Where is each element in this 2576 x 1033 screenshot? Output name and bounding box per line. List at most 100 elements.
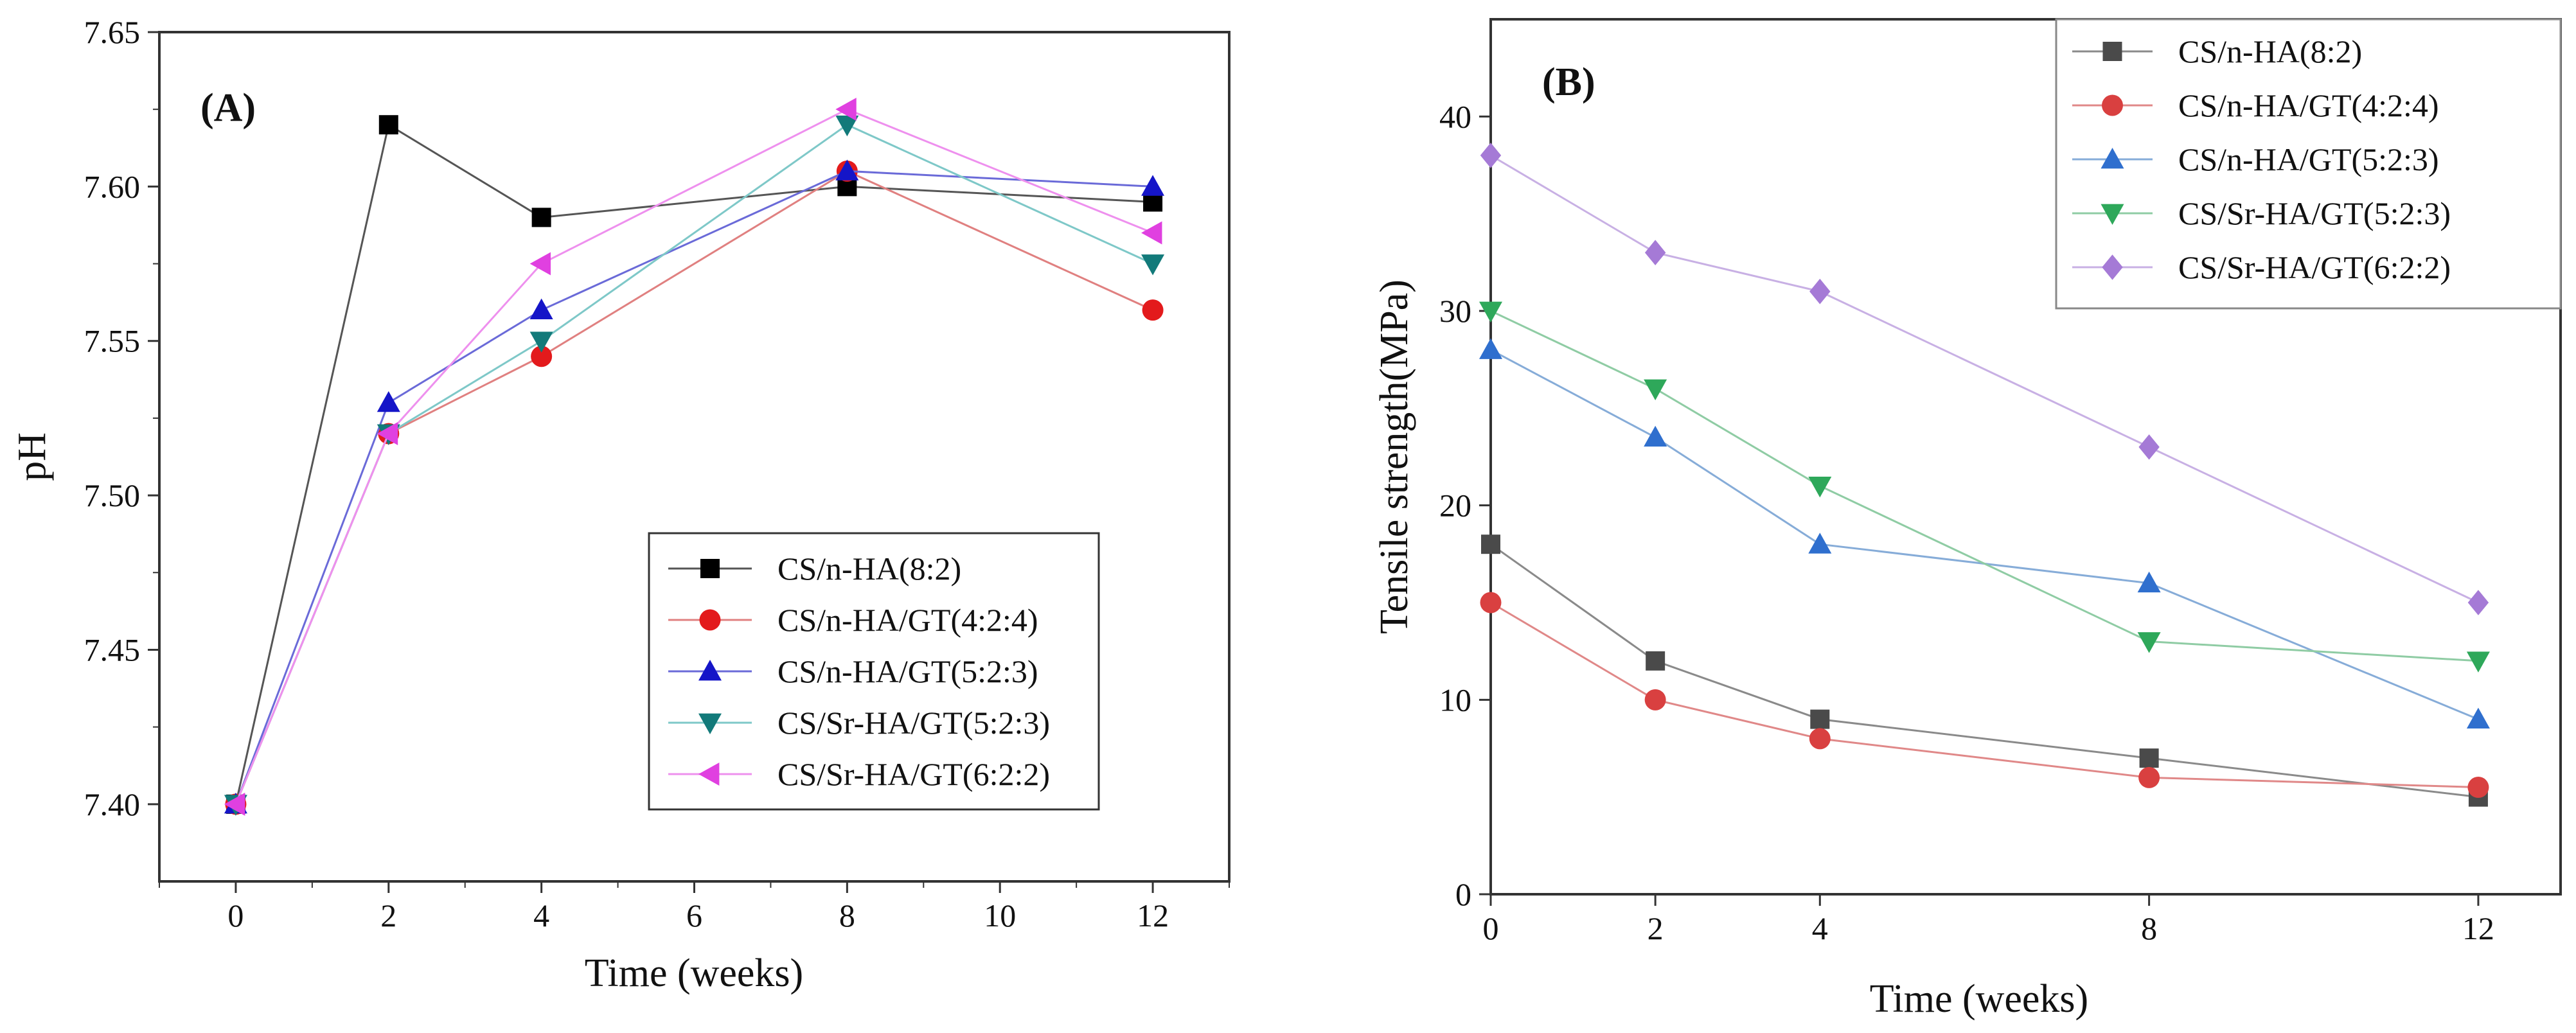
panel-b-label: (B)	[1542, 60, 1595, 104]
series-3	[224, 159, 1165, 814]
panel-a-legend: CS/n-HA(8:2) CS/n-HA/GT(4:2:4) CS/n-HA/GT(…	[648, 532, 1100, 811]
data-point	[529, 331, 553, 353]
panel-a-y-ticks: 7.40 7.45 7.50 7.55 7.60 7.65	[84, 14, 159, 822]
x-tick-label: 2	[380, 897, 396, 933]
data-point	[377, 391, 400, 412]
x-tick-label: 4	[1812, 910, 1828, 946]
data-point	[2467, 777, 2489, 799]
legend-entry: CS/Sr-HA/GT(6:2:2)	[668, 756, 1050, 792]
series-3	[1479, 338, 2490, 728]
legend-marker	[698, 660, 722, 681]
data-point	[1480, 592, 1502, 614]
legend-marker	[2102, 254, 2123, 280]
legend-marker	[2102, 42, 2122, 61]
legend-marker	[2102, 94, 2123, 116]
data-point	[2466, 707, 2490, 728]
legend-label: CS/Sr-HA/GT(5:2:3)	[2178, 195, 2451, 231]
x-tick-label: 8	[839, 897, 855, 933]
panel-a-x-ticks: 0 2 4 6 8 10 12	[159, 881, 1230, 933]
legend-label: CS/Sr-HA/GT(6:2:2)	[777, 756, 1050, 792]
legend-marker	[699, 609, 721, 631]
y-tick-label: 40	[1439, 98, 1471, 134]
panel-b-x-ticks: 0 2 4 8 12	[1483, 894, 2494, 946]
panel-b-chart: (B) Time (weeks) Tensile strength(MPa) 0…	[1372, 18, 2562, 1021]
data-point	[1481, 534, 1500, 554]
data-point	[531, 207, 551, 227]
x-tick-label: 12	[2462, 910, 2494, 946]
legend-entry: CS/Sr-HA/GT(5:2:3)	[2072, 195, 2451, 231]
series-4	[1479, 301, 2490, 673]
legend-entry: CS/n-HA/GT(4:2:4)	[2072, 87, 2439, 123]
legend-entry: CS/Sr-HA/GT(6:2:2)	[2072, 249, 2451, 285]
data-point	[835, 98, 857, 121]
data-point	[1141, 175, 1165, 196]
panel-b-plot-frame	[1489, 18, 2562, 896]
data-point	[835, 115, 859, 137]
y-tick-label: 7.45	[84, 631, 141, 667]
y-tick-label: 7.55	[84, 323, 141, 359]
legend-marker	[698, 713, 722, 734]
legend-entry: CS/Sr-HA/GT(5:2:3)	[668, 705, 1050, 741]
legend-entry: CS/n-HA/GT(4:2:4)	[668, 602, 1038, 638]
series-5	[1480, 143, 2489, 615]
panel-b-series	[1479, 143, 2490, 807]
x-tick-label: 0	[1483, 910, 1499, 946]
legend-entry: CS/n-HA(8:2)	[2072, 33, 2362, 69]
data-point	[1480, 143, 1502, 168]
y-tick-label: 20	[1439, 488, 1471, 524]
data-point	[529, 298, 553, 320]
legend-marker	[698, 763, 720, 786]
data-point	[1808, 477, 1832, 498]
panel-b-legend-box	[2055, 18, 2562, 310]
data-point	[835, 159, 859, 181]
data-point	[1810, 709, 1830, 729]
data-point	[1646, 651, 1666, 671]
panel-a-chart: (A) Time (weeks) pH 0 2 4 6 8 10 12 7.407.457.…	[10, 14, 1230, 995]
legend-entry: CS/n-HA/GT(5:2:3)	[2072, 141, 2439, 177]
data-point	[1141, 221, 1162, 245]
legend-entry: CS/n-HA/GT(5:2:3)	[668, 653, 1038, 689]
x-tick-label: 2	[1648, 910, 1664, 946]
panel-a-label: (A)	[200, 86, 256, 130]
data-point	[224, 792, 245, 816]
data-point	[1644, 689, 1666, 711]
data-point	[2138, 434, 2160, 460]
x-tick-label: 6	[686, 897, 702, 933]
data-point	[1479, 338, 1502, 359]
y-tick-label: 0	[1455, 876, 1471, 912]
data-point	[1809, 728, 1831, 750]
legend-label: CS/n-HA(8:2)	[777, 551, 961, 587]
x-tick-label: 0	[227, 897, 244, 933]
y-tick-label: 7.40	[84, 786, 141, 822]
series-2	[1480, 592, 2489, 799]
panel-a-x-axis-title: Time (weeks)	[585, 951, 803, 995]
data-point	[1141, 254, 1165, 276]
legend-label: CS/n-HA/GT(4:2:4)	[777, 602, 1038, 638]
series-1	[1481, 534, 2488, 807]
data-point	[529, 252, 551, 276]
data-point	[2467, 590, 2489, 615]
data-point	[1479, 301, 1502, 322]
data-point	[378, 115, 398, 135]
legend-label: CS/n-HA(8:2)	[2178, 33, 2362, 69]
series-5	[224, 98, 1162, 816]
data-point	[1809, 278, 1831, 305]
legend-marker	[2101, 204, 2124, 225]
data-point	[1644, 379, 1667, 401]
legend-label: CS/n-HA/GT(4:2:4)	[2178, 87, 2439, 123]
data-point	[2137, 571, 2161, 593]
x-tick-label: 8	[2141, 910, 2157, 946]
y-tick-label: 7.65	[84, 14, 141, 50]
panel-b-legend: CS/n-HA(8:2) CS/n-HA/GT(4:2:4) CS/n-HA/GT(…	[2055, 18, 2562, 310]
legend-label: CS/n-HA/GT(5:2:3)	[777, 653, 1038, 689]
y-tick-label: 7.60	[84, 168, 141, 204]
data-point	[2138, 766, 2160, 788]
data-point	[377, 421, 398, 445]
data-point	[531, 346, 553, 367]
data-point	[2466, 651, 2490, 673]
data-point	[1808, 533, 1832, 554]
data-point	[2139, 748, 2159, 768]
legend-entry: CS/n-HA(8:2)	[668, 551, 961, 587]
y-tick-label: 7.50	[84, 477, 141, 513]
x-tick-label: 12	[1137, 897, 1169, 933]
